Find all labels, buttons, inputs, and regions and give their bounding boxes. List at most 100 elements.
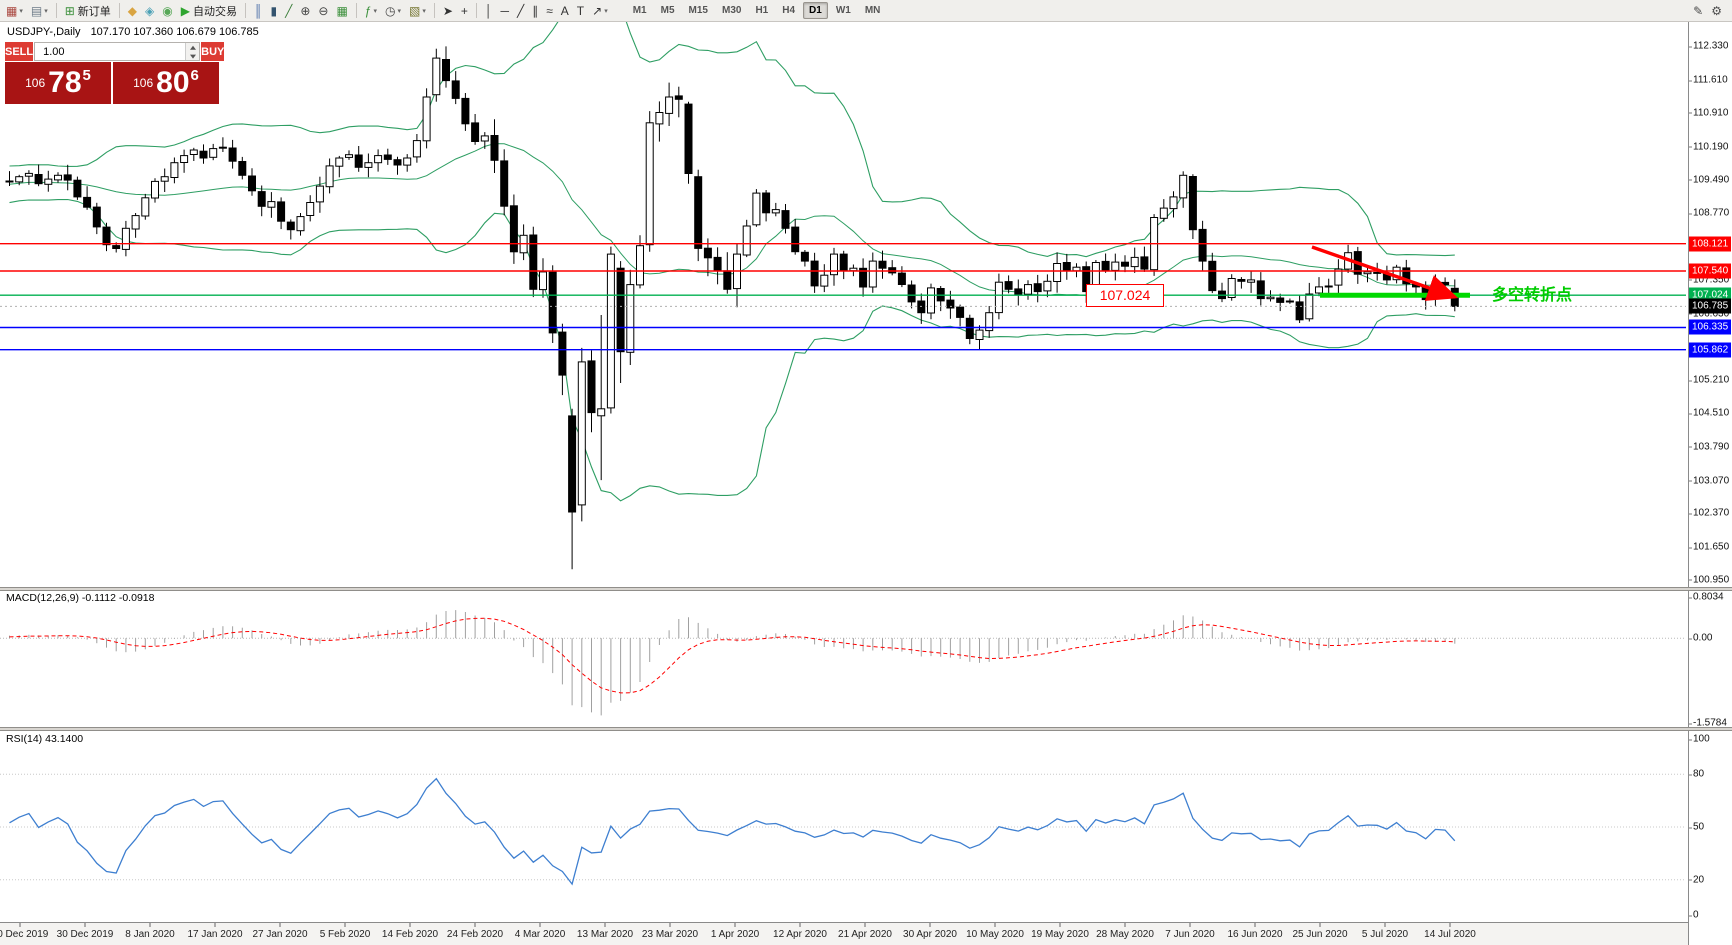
arrows-icon: ↗ xyxy=(592,3,603,18)
settings-button[interactable]: ⚙ xyxy=(1708,2,1725,20)
channel-icon: ∥ xyxy=(532,3,539,18)
vertical-line-button[interactable]: │ xyxy=(482,2,496,20)
time-axis-label: 19 May 2020 xyxy=(1031,929,1089,940)
price-axis[interactable]: 112.330 111.610 110.910 110.190 109.490 108.7… xyxy=(1688,22,1732,945)
bollinger-upper-band[interactable] xyxy=(9,0,1455,258)
zoom-in-button[interactable]: ⊕ xyxy=(297,2,313,20)
time-axis-label: 14 Jul 2020 xyxy=(1424,929,1476,940)
dropdown-arrow-icon[interactable]: ▾ xyxy=(373,7,377,15)
terminal-button[interactable]: ◉ xyxy=(159,2,175,20)
time-axis-tick xyxy=(669,923,671,927)
trendline-icon: ╱ xyxy=(516,3,525,18)
volume-increase-button[interactable] xyxy=(186,43,200,52)
sell-price-pip: 5 xyxy=(82,67,91,84)
market-watch-button[interactable]: ◆ xyxy=(125,2,140,20)
crosshair-button[interactable]: + xyxy=(458,2,471,20)
time-axis-tick xyxy=(1319,923,1321,927)
bars-chart-button[interactable]: ║ xyxy=(251,2,266,20)
downtrend-arrow[interactable] xyxy=(1311,245,1459,301)
time-axis-label: 24 Feb 2020 xyxy=(446,929,504,940)
toolbar-separator xyxy=(355,3,357,18)
candles-chart-button[interactable]: ▮ xyxy=(267,2,280,20)
horizontal-lines[interactable] xyxy=(0,242,1686,351)
sell-button[interactable]: SELL xyxy=(5,42,34,61)
volume-field[interactable] xyxy=(34,42,201,61)
terminal-icon: ◉ xyxy=(162,3,173,18)
time-axis-label: 28 May 2020 xyxy=(1096,929,1154,940)
buy-price-button[interactable]: 106 80 6 xyxy=(113,62,219,104)
text-button[interactable]: A xyxy=(558,2,572,20)
cursor-button[interactable]: ➤ xyxy=(440,2,456,20)
timeframe-m5-button[interactable]: M5 xyxy=(660,5,675,16)
line-chart-button[interactable]: ╱ xyxy=(282,2,295,20)
candles-chart-icon: ▮ xyxy=(270,3,278,18)
dropdown-arrow-icon[interactable]: ▾ xyxy=(397,7,401,15)
bollinger-middle-band[interactable] xyxy=(9,143,1455,297)
zoom-out-button[interactable]: ⊖ xyxy=(315,2,331,20)
price-tick-label: 112.330 xyxy=(1688,40,1729,52)
horizontal-line-button[interactable]: ─ xyxy=(497,2,512,20)
timeframe-m1-button[interactable]: M1 xyxy=(632,5,647,16)
fibonacci-button[interactable]: ≈ xyxy=(543,2,556,20)
trendline-button[interactable]: ╱ xyxy=(514,2,527,20)
templates-button[interactable]: ▧ ▾ xyxy=(406,2,429,20)
toolbar-right-buttons: ✎ ⚙ xyxy=(1689,2,1732,20)
tile-windows-button[interactable]: ▦ xyxy=(333,2,350,20)
zoom-out-icon: ⊖ xyxy=(318,3,329,18)
sell-price-button[interactable]: 106 78 5 xyxy=(5,62,111,104)
arrows-button[interactable]: ↗ ▾ xyxy=(589,2,611,20)
timeframe-d1-button[interactable]: D1 xyxy=(803,2,828,19)
price-tick-label: 109.490 xyxy=(1688,174,1730,186)
new-chart-icon: ▦ xyxy=(6,3,18,18)
dropdown-arrow-icon[interactable]: ▾ xyxy=(19,7,23,15)
time-axis-label: 7 Jun 2020 xyxy=(1165,929,1215,940)
periods-button[interactable]: ◷ ▾ xyxy=(382,2,404,20)
channel-button[interactable]: ∥ xyxy=(529,2,541,20)
price-tick-label: 107.350 xyxy=(1688,274,1730,286)
time-axis-label: 5 Jul 2020 xyxy=(1361,929,1409,940)
volume-decrease-button[interactable] xyxy=(186,51,200,60)
main-chart-plot[interactable] xyxy=(5,0,1459,570)
toolbar-separator xyxy=(244,3,246,18)
time-axis-label: 8 Jan 2020 xyxy=(125,929,175,940)
dropdown-arrow-icon[interactable]: ▾ xyxy=(44,7,48,15)
bollinger-lower-band[interactable] xyxy=(9,198,1455,502)
time-axis-label: 13 Mar 2020 xyxy=(576,929,634,940)
volume-input[interactable] xyxy=(35,43,186,60)
navigator-button[interactable]: ◈ xyxy=(142,2,157,20)
text-label-button[interactable]: T xyxy=(574,2,587,20)
dropdown-arrow-icon[interactable]: ▾ xyxy=(604,7,608,15)
price-tick-label: 104.510 xyxy=(1688,407,1730,419)
price-tick-label: 110.910 xyxy=(1688,107,1729,119)
profiles-button[interactable]: ▤ ▾ xyxy=(28,2,51,20)
price-annotation-box[interactable]: 107.024 xyxy=(1086,284,1164,307)
buy-price-big: 80 xyxy=(156,66,190,99)
indicators-button[interactable]: ƒ ▾ xyxy=(362,2,380,20)
pencil-button[interactable]: ✎ xyxy=(1690,2,1706,20)
sell-price-prefix: 106 xyxy=(25,76,46,90)
dropdown-arrow-icon[interactable]: ▾ xyxy=(422,7,426,15)
auto-trading-button[interactable]: ▶ 自动交易 xyxy=(178,2,240,20)
time-axis-label: 14 Feb 2020 xyxy=(381,929,439,940)
new-chart-button[interactable]: ▦ ▾ xyxy=(3,2,26,20)
timeframe-h1-button[interactable]: H1 xyxy=(755,5,769,16)
buy-button[interactable]: BUY xyxy=(201,42,225,61)
rsi-line[interactable] xyxy=(9,777,1456,886)
price-tick-label: 100.950 xyxy=(1688,574,1730,586)
time-axis[interactable]: 20 Dec 2019 30 Dec 2019 8 Jan 2020 17 Jan 2… xyxy=(0,922,1688,945)
timeframe-m30-button[interactable]: M30 xyxy=(721,5,742,16)
time-axis-tick xyxy=(1384,923,1386,927)
crosshair-icon: + xyxy=(460,3,468,18)
macd-panel-separator[interactable] xyxy=(0,587,1732,591)
timeframe-h4-button[interactable]: H4 xyxy=(782,5,796,16)
macd-histogram[interactable] xyxy=(9,610,1456,716)
timeframe-mn-button[interactable]: MN xyxy=(864,5,881,16)
candlestick-series[interactable] xyxy=(5,46,1459,570)
rsi-panel-separator[interactable] xyxy=(0,727,1732,731)
new-order-button[interactable]: ⊞ 新订单 xyxy=(62,2,114,20)
timeframe-m15-button[interactable]: M15 xyxy=(688,5,708,16)
macd-signal-line[interactable] xyxy=(9,617,1455,694)
time-axis-label: 4 Mar 2020 xyxy=(514,929,566,940)
timeframe-w1-button[interactable]: W1 xyxy=(835,5,851,16)
